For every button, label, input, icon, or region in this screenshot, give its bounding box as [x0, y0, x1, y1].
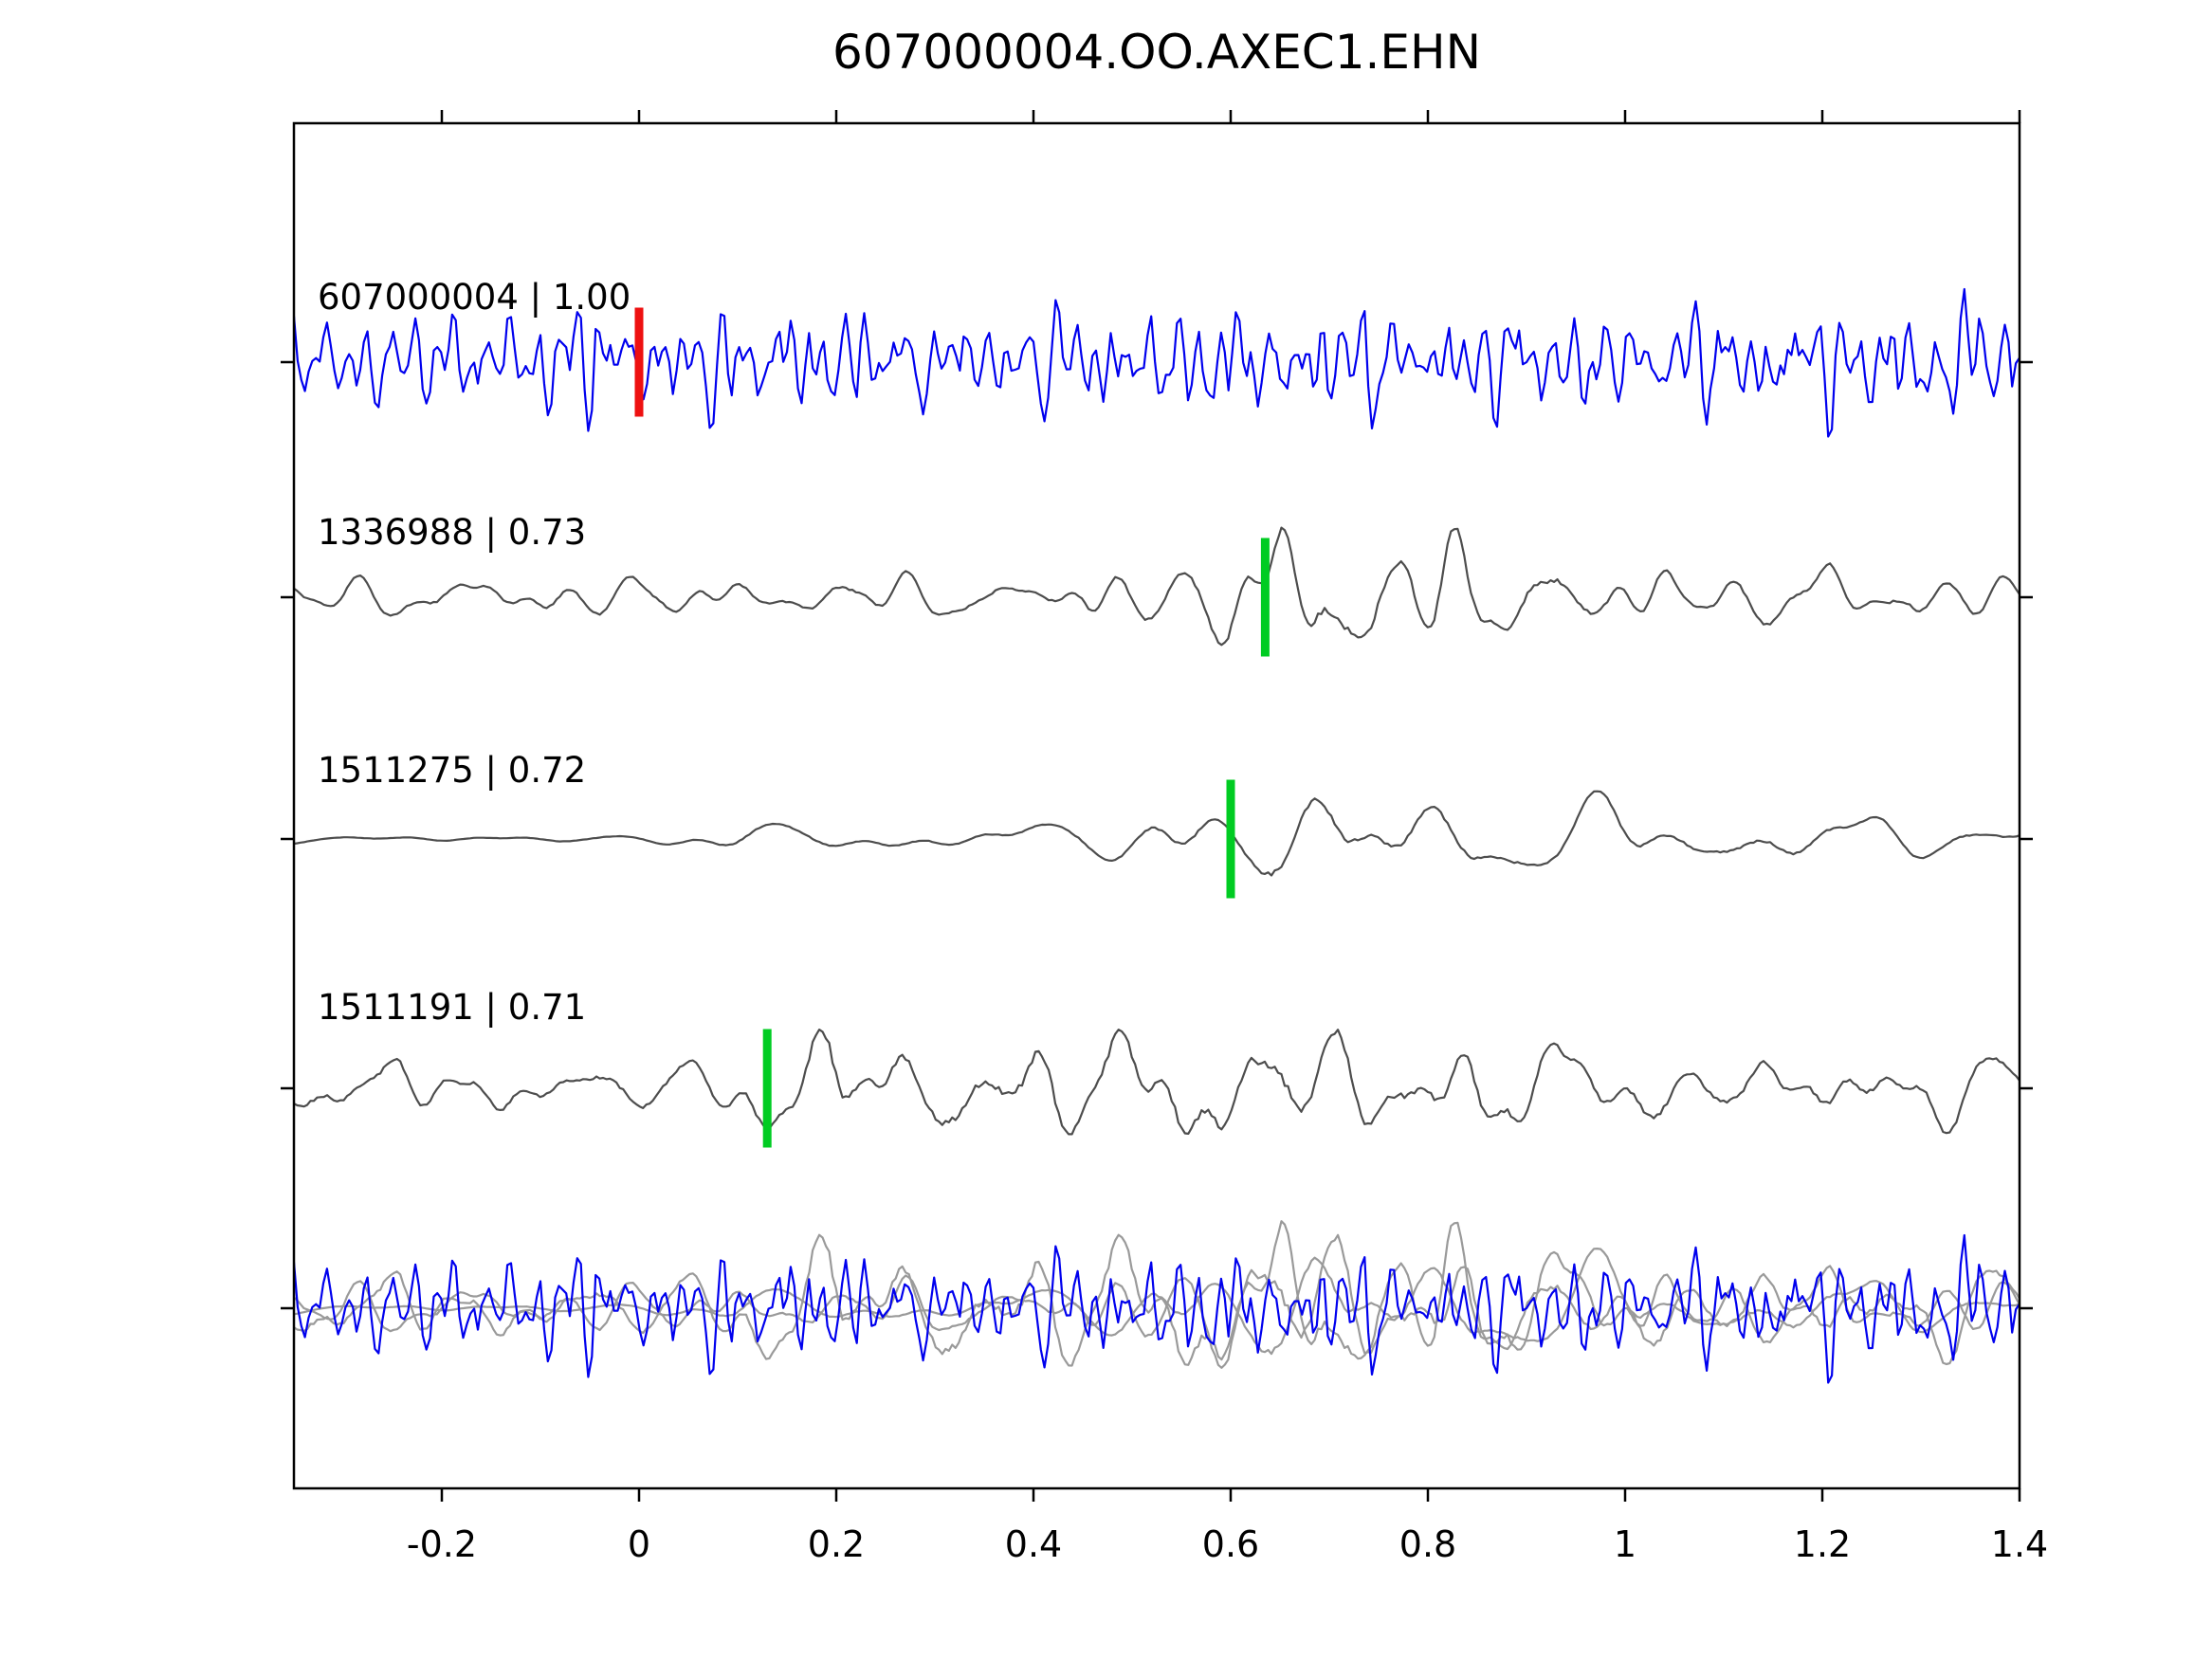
overlay-trace-1511191 [294, 1233, 2020, 1367]
plot-border [292, 121, 2021, 1490]
x-tick-label: -0.2 [407, 1523, 477, 1565]
x-tick-label: 0 [628, 1523, 650, 1565]
x-tick-label: 1.4 [1991, 1523, 2048, 1565]
pick-marker-1511191 [762, 1029, 772, 1148]
pick-marker-1336988 [1260, 538, 1270, 657]
x-tick-label: 0.8 [1399, 1523, 1456, 1565]
x-tick-label: 0.4 [1005, 1523, 1062, 1565]
waveform-trace-1511275 [294, 790, 2020, 877]
x-tick-label: 1.2 [1794, 1523, 1851, 1565]
x-tick-label: 0.6 [1202, 1523, 1259, 1565]
x-tick-label: 1 [1614, 1523, 1636, 1565]
waveform-trace-1336988 [294, 526, 2020, 647]
x-tick-label: 0.2 [808, 1523, 865, 1565]
pick-marker-607000004 [634, 307, 644, 417]
pick-marker-1511275 [1226, 779, 1235, 899]
trace-label-template-3: 1511191 | 0.71 [318, 987, 587, 1028]
waveform-trace-607000004 [294, 287, 2020, 438]
chart-title: 607000004.OO.AXEC1.EHN [832, 25, 1482, 80]
trace-label-template-2: 1511275 | 0.72 [318, 750, 587, 791]
overlay-trace-607000004 [294, 1233, 2020, 1384]
waveform-trace-1511191 [294, 1029, 2020, 1136]
trace-label-template-1: 1336988 | 0.73 [318, 512, 587, 553]
trace-label-target: 607000004 | 1.00 [318, 277, 631, 318]
